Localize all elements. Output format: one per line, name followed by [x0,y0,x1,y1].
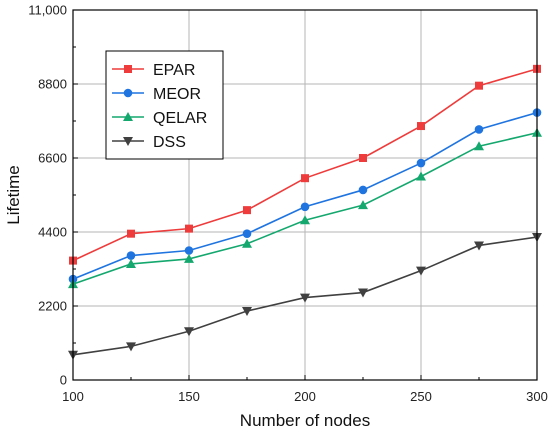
legend-marker-epar [124,65,132,73]
data-point-meor [416,158,426,168]
data-point-dss [242,307,252,317]
x-tick-label: 300 [526,389,548,404]
legend-marker-qelar [123,112,133,121]
data-point-qelar [184,253,194,263]
legend-label-dss: DSS [153,134,186,151]
x-tick-label: 250 [410,389,432,404]
legend-marker-meor [123,88,133,98]
data-point-epar [475,81,483,90]
y-tick-label: 8800 [38,77,67,92]
x-tick-label: 100 [62,389,84,404]
y-tick-label: 4400 [38,225,67,240]
legend-label-epar: EPAR [153,62,195,79]
data-point-epar [185,224,193,233]
data-point-qelar [300,215,310,225]
x-tick-label: 200 [294,389,316,404]
series-dss [68,233,542,360]
data-point-dss [474,241,484,251]
series-layer [68,64,542,360]
data-point-meor [300,202,310,212]
y-tick-label: 6600 [38,151,67,166]
data-point-dss [358,288,368,298]
data-point-dss [184,327,194,337]
data-point-epar [417,122,425,131]
data-point-qelar [416,171,426,181]
legend: EPAR MEOR QELAR DSS [105,50,224,160]
axis-ticks: 100 150 200 250 300 0 2200 4400 6600 8800 11,000 [28,3,548,405]
y-tick-label: 0 [60,373,67,388]
data-point-dss [126,342,136,352]
data-point-epar [243,206,251,215]
series-meor [68,108,542,284]
data-point-epar [127,229,135,238]
legend-label-qelar: QELAR [153,110,207,127]
data-point-epar [301,174,309,183]
data-point-meor [474,125,484,134]
series-qelar [68,127,542,289]
legend-marker-dss [123,137,133,146]
data-point-dss [416,266,426,276]
data-point-meor [184,246,194,255]
y-tick-label: 2200 [38,299,67,314]
data-point-qelar [474,141,484,151]
x-tick-label: 150 [178,389,200,404]
data-point-qelar [242,238,252,248]
data-point-qelar [358,200,368,210]
y-axis-title: Lifetime [4,165,23,225]
data-point-meor [242,229,252,238]
data-point-meor [358,185,368,195]
data-point-dss [300,293,310,303]
data-point-qelar [126,258,136,268]
data-point-epar [359,154,367,162]
y-tick-label: 11,000 [28,3,67,18]
x-axis-title: Number of nodes [240,411,370,430]
legend-label-meor: MEOR [153,86,201,103]
data-point-meor [126,251,136,260]
